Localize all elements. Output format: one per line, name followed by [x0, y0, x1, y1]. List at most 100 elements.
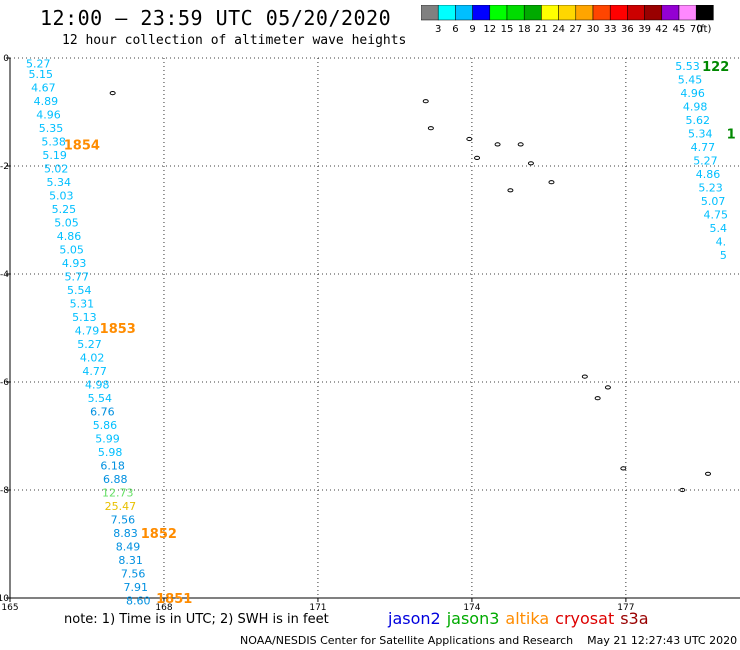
left-track-time-label: 1852: [141, 527, 177, 542]
right-track-wave-height-label: 5: [720, 249, 727, 262]
left-track-wave-height-label: 4.96: [36, 109, 61, 122]
right-track-wave-height-label: 4.75: [703, 209, 728, 222]
scale-tick-label: 45: [673, 24, 686, 35]
island: [581, 374, 588, 379]
right-track-time-label: 122: [702, 60, 729, 75]
island: [494, 142, 501, 147]
legend-cryosat: cryosat: [555, 609, 615, 628]
scale-unit: (ft): [696, 24, 711, 35]
island: [422, 99, 429, 104]
left-track-wave-height-label: 5.77: [64, 271, 89, 284]
scale-tick-label: 70: [690, 24, 703, 35]
right-track-wave-height-label: 5.34: [688, 128, 713, 141]
left-track-wave-height-label: 5.05: [54, 217, 79, 230]
scale-tick-label: 21: [535, 24, 548, 35]
left-track-wave-height-label: 7.91: [123, 581, 148, 594]
scale-tick-label: 18: [518, 24, 531, 35]
legend-jason2: jason2: [388, 609, 441, 628]
scale-tick-label: 12: [483, 24, 496, 35]
scale-tick-label: 33: [604, 24, 617, 35]
left-track-wave-height-label: 5.35: [39, 122, 64, 135]
left-track-wave-height-label: 5.25: [52, 203, 77, 216]
left-track-wave-height-label: 5.19: [42, 149, 67, 162]
right-track-wave-height-label: 5.07: [701, 195, 726, 208]
left-track-wave-height-label: 5.38: [41, 136, 66, 149]
left-track-wave-height-label: 5.99: [95, 433, 120, 446]
right-track-wave-height-label: 4.77: [691, 141, 716, 154]
left-track-wave-height-label: 4.93: [62, 257, 87, 270]
y-tick-label: -4: [0, 270, 9, 280]
left-track-wave-height-label: 5.54: [88, 392, 113, 405]
x-tick-label: 165: [1, 603, 18, 613]
scale-tick-label: 36: [621, 24, 634, 35]
right-track-wave-height-label: 5.62: [685, 114, 710, 127]
page-title: 12:00 – 23:59 UTC 05/20/2020: [40, 6, 392, 30]
island: [466, 136, 473, 142]
right-track-wave-height-label: 5.53: [675, 60, 700, 73]
scale-tick-label: 42: [655, 24, 668, 35]
left-track-wave-height-label: 6.76: [90, 406, 115, 419]
scale-tick-label: 6: [452, 24, 458, 35]
y-tick-label: -8: [0, 486, 9, 496]
island: [679, 487, 686, 493]
y-tick-label: -2: [0, 162, 9, 172]
left-track-wave-height-label: 5.15: [29, 68, 54, 81]
left-track-wave-height-label: 4.79: [75, 325, 100, 338]
left-track-wave-height-label: 7.56: [121, 568, 146, 581]
right-track-wave-height-label: 5.45: [678, 74, 703, 87]
left-track-wave-height-label: 5.86: [93, 419, 118, 432]
footer-credit: NOAA/NESDIS Center for Satellite Applica…: [240, 634, 737, 647]
left-track-wave-height-label: 6.18: [100, 460, 125, 473]
left-track-wave-height-label: 12.73: [102, 487, 134, 500]
island: [427, 126, 434, 131]
left-track-wave-height-label: 6.88: [103, 473, 128, 486]
left-track-wave-height-label: 8.31: [118, 554, 143, 567]
right-track-wave-height-label: 4.: [716, 236, 727, 249]
y-tick-label: -6: [0, 378, 9, 388]
scale-tick-label: 39: [638, 24, 651, 35]
left-track-time-label: 1853: [100, 322, 136, 337]
right-track-wave-height-label: 4.96: [680, 87, 705, 100]
legend-s3a: s3a: [620, 609, 649, 628]
island: [620, 466, 627, 471]
x-tick-label: 171: [309, 603, 326, 613]
left-track-wave-height-label: 5.27: [26, 57, 51, 70]
left-track-wave-height-label: 4.98: [85, 379, 110, 392]
island: [527, 161, 534, 166]
island: [507, 188, 514, 193]
left-track-wave-height-label: 4.86: [57, 230, 82, 243]
right-track-wave-height-label: 4.86: [696, 168, 721, 181]
scale-tick-label: 27: [569, 24, 582, 35]
left-track-time-label: 1854: [64, 138, 100, 153]
right-track-wave-height-label: 5.4: [710, 222, 728, 235]
right-track-wave-height-label: 5.27: [693, 155, 718, 168]
scale-tick-label: 9: [469, 24, 475, 35]
left-track-wave-height-label: 5.54: [67, 284, 92, 297]
right-track-wave-height-label: 5.23: [698, 182, 723, 195]
left-track-wave-height-label: 4.02: [80, 352, 105, 365]
footer-note: note: 1) Time is in UTC; 2) SWH is in fe…: [64, 612, 329, 627]
scale-tick-label: 30: [587, 24, 600, 35]
y-tick-label: -10: [0, 594, 9, 604]
left-track-wave-height-label: 8.83: [113, 527, 138, 540]
satellite-legend: jason2 jason3 altika cryosat s3a: [388, 609, 655, 628]
left-track-wave-height-label: 5.31: [70, 298, 95, 311]
scale-tick-label: 24: [552, 24, 565, 35]
credit-timestamp: May 21 12:27:43 UTC 2020: [587, 634, 738, 647]
left-track-wave-height-label: 4.77: [82, 365, 107, 378]
left-track-wave-height-label: 8.60: [126, 595, 151, 608]
island: [109, 91, 116, 96]
left-track-time-label: 1851: [156, 592, 192, 607]
left-track-wave-height-label: 5.05: [59, 244, 84, 257]
left-track-wave-height-label: 4.67: [31, 82, 56, 95]
left-track-wave-height-label: 8.49: [116, 541, 141, 554]
x-tick-label: 168: [155, 603, 172, 613]
credit-text: NOAA/NESDIS Center for Satellite Applica…: [240, 634, 574, 647]
island: [517, 142, 524, 147]
x-tick-label: 177: [617, 603, 634, 613]
left-track-wave-height-label: 5.13: [72, 311, 97, 324]
island: [604, 385, 611, 390]
island: [705, 471, 712, 476]
y-tick-label: 0: [3, 54, 9, 64]
left-track-wave-height-label: 7.56: [111, 514, 136, 527]
